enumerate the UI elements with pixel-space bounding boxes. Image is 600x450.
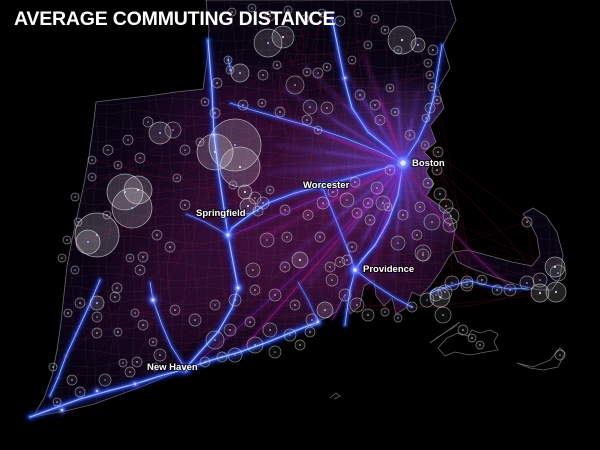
city-label-boston: Boston [412, 158, 445, 169]
commute-distance-circles [48, 3, 567, 407]
island-outline [429, 321, 461, 344]
city-labels: Boston Worcester Springfield Providence New … [146, 157, 446, 374]
city-label-providence: Providence [363, 264, 414, 275]
city-label-new-haven: New Haven [147, 362, 198, 373]
island-outline [329, 392, 341, 400]
city-label-springfield: Springfield [196, 208, 246, 219]
page-title: AVERAGE COMMUTING DISTANCE [14, 8, 336, 30]
city-hub-glows [57, 74, 414, 415]
island-outline [437, 329, 499, 357]
city-label-worcester: Worcester [303, 180, 350, 191]
island-outline [516, 347, 566, 371]
boston-burst [258, 52, 428, 293]
